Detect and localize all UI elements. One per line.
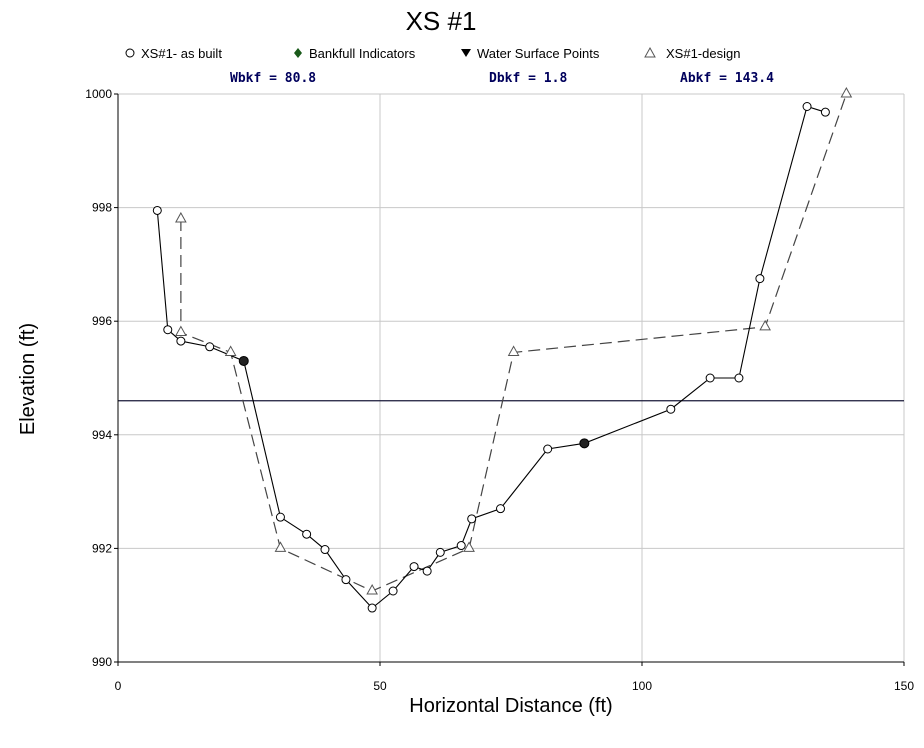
as-built-point <box>820 107 830 117</box>
x-tick-label: 0 <box>115 679 122 693</box>
grid <box>118 93 905 662</box>
x-tick-label: 150 <box>894 679 914 693</box>
legend-label-bankfull: Bankfull Indicators <box>309 46 416 61</box>
axes: 990 992 994 996 998 1000 0 50 100 150 <box>85 87 914 693</box>
y-axis-label: Elevation (ft) <box>17 323 39 435</box>
legend-label-as-built: XS#1- as built <box>141 46 222 61</box>
stat-dbkf: Dbkf = 1.8 <box>489 71 567 86</box>
legend-triangle-marker <box>644 46 656 58</box>
legend-diamond-marker <box>294 48 302 58</box>
legend-triangle-down-marker <box>461 49 471 57</box>
as-built-point <box>705 373 715 383</box>
as-built-point <box>467 514 477 524</box>
y-tick-label: 992 <box>92 541 112 555</box>
chart-title: XS #1 <box>406 6 477 36</box>
as-built-point <box>341 575 351 585</box>
legend-circle-marker <box>125 48 135 58</box>
x-tick-label: 100 <box>632 679 652 693</box>
as-built-point <box>422 566 432 576</box>
design-point <box>274 541 287 552</box>
design-point <box>175 325 187 337</box>
y-tick-label: 994 <box>92 428 112 442</box>
as-built-point <box>176 336 186 346</box>
as-built-point <box>543 444 553 454</box>
x-axis-label: Horizontal Distance (ft) <box>409 695 612 717</box>
legend: XS#1- as built Bankfull Indicators Water… <box>125 46 740 61</box>
as-built-point <box>755 274 765 284</box>
bankfull-point <box>579 438 590 449</box>
as-built-point <box>163 325 173 335</box>
as-built-point <box>152 205 162 215</box>
as-built-point <box>409 562 419 572</box>
as-built-point <box>802 101 812 111</box>
design-point <box>507 345 520 356</box>
legend-label-water-surface: Water Surface Points <box>477 46 600 61</box>
chart-text: XS #1 Horizontal Distance (ft) Elevation… <box>17 6 774 717</box>
data-markers <box>152 86 853 613</box>
y-tick-label: 990 <box>92 655 112 669</box>
bankfull-point <box>238 355 249 366</box>
legend-item-as-built: XS#1- as built <box>125 46 222 61</box>
as-built-point <box>456 541 466 551</box>
as-built-point <box>367 603 377 613</box>
as-built-point <box>734 373 744 383</box>
y-tick-label: 998 <box>92 201 112 215</box>
legend-item-water-surface: Water Surface Points <box>461 46 600 61</box>
legend-label-design: XS#1-design <box>666 46 740 61</box>
legend-item-design: XS#1-design <box>644 46 740 61</box>
design-point <box>366 583 378 595</box>
as-built-point <box>302 529 312 539</box>
design-point <box>840 86 853 98</box>
x-tick-label: 50 <box>373 679 387 693</box>
as-built-point <box>275 512 285 522</box>
stat-abkf: Abkf = 143.4 <box>680 71 774 86</box>
as-built-point <box>435 547 445 557</box>
design-point <box>759 319 771 331</box>
as-built-point <box>320 545 330 555</box>
stat-wbkf: Wbkf = 80.8 <box>230 71 316 86</box>
as-built-point <box>496 504 506 514</box>
design-point <box>463 541 475 552</box>
design-point <box>175 211 187 223</box>
y-tick-label: 996 <box>92 314 112 328</box>
as-built-point <box>388 586 398 596</box>
legend-item-bankfull: Bankfull Indicators <box>294 46 416 61</box>
as-built-series-line <box>156 105 826 609</box>
as-built-point <box>666 404 676 414</box>
design-point <box>224 345 237 356</box>
series-lines <box>156 93 847 609</box>
y-tick-label: 1000 <box>85 87 112 101</box>
as-built-point <box>205 342 215 352</box>
